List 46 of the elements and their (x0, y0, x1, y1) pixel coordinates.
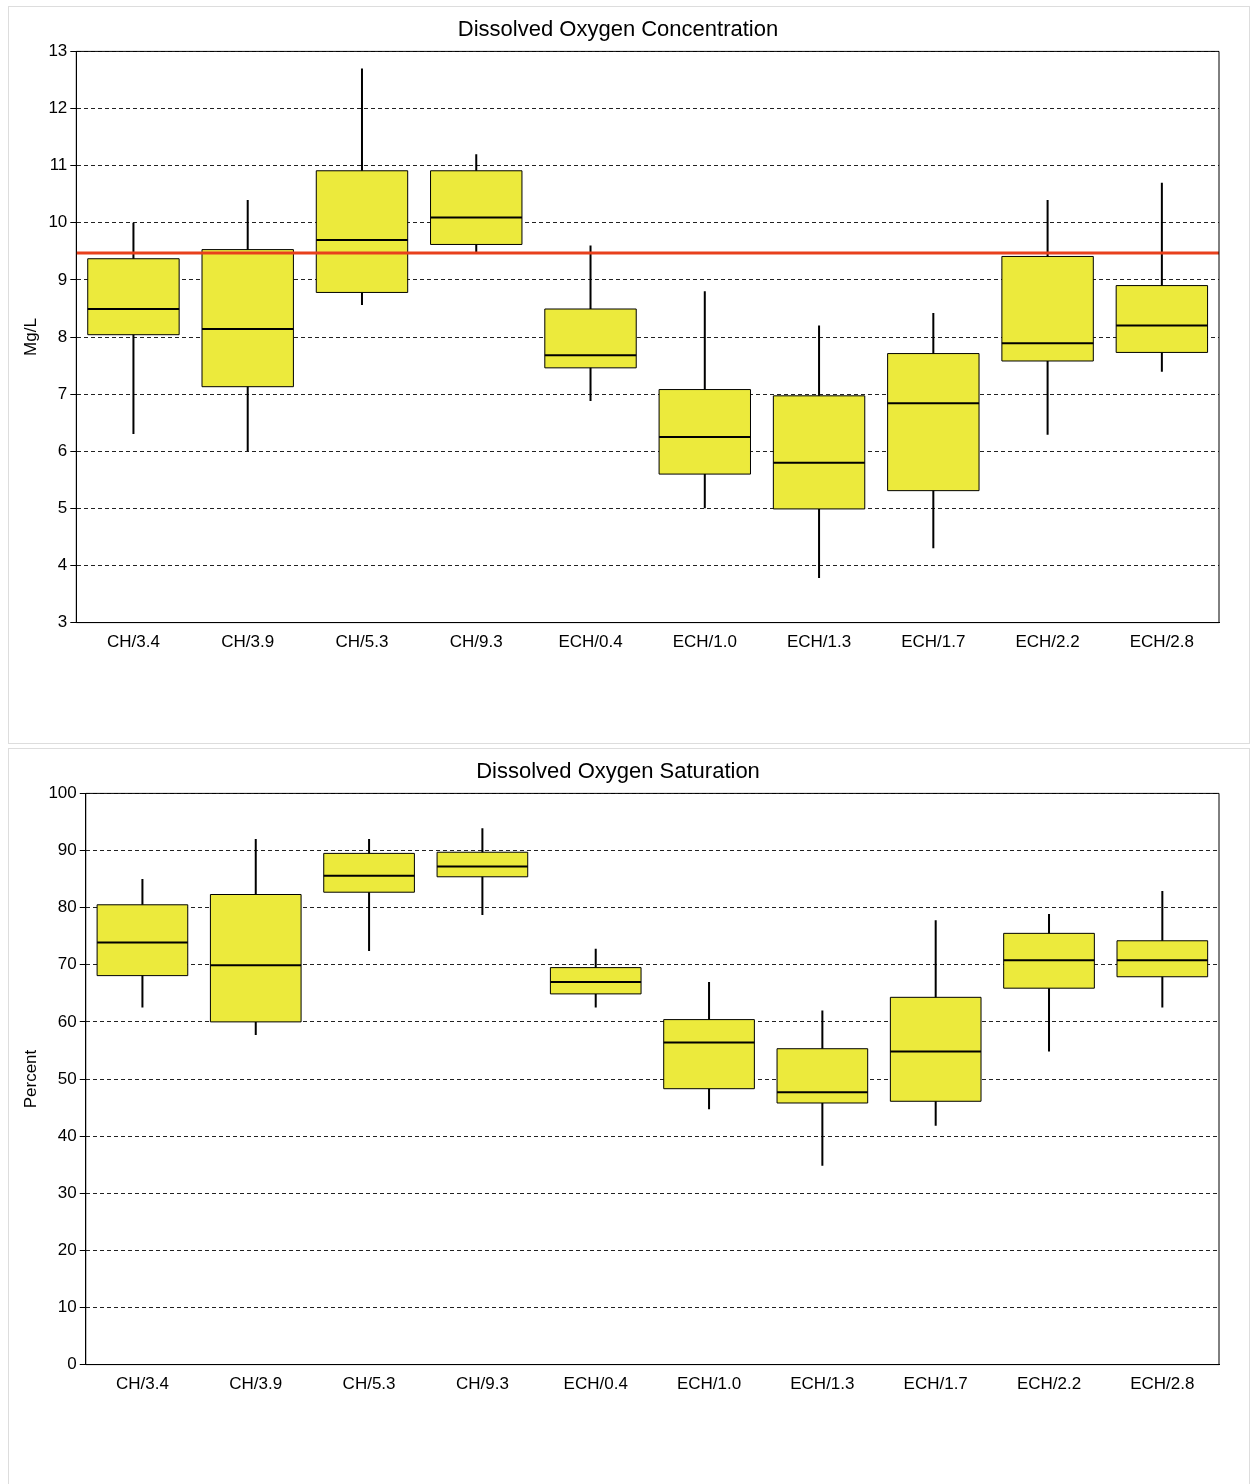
x-tick-label: CH/9.3 (449, 632, 503, 652)
x-tick-label: ECH/1.3 (786, 632, 852, 652)
x-tick-label: CH/3.4 (115, 1374, 169, 1394)
x-tick-label: ECH/2.2 (1016, 1374, 1082, 1394)
x-tick-label: ECH/2.8 (1130, 1374, 1195, 1394)
x-tick-label: ECH/1.0 (676, 1374, 742, 1394)
y-tick-label: 12 (48, 98, 68, 118)
x-tick-label: CH/5.3 (342, 1374, 396, 1394)
y-tick-label: 40 (57, 1125, 77, 1145)
y-tick-label: 30 (57, 1182, 77, 1202)
y-tick-label: 100 (48, 783, 77, 803)
y-tick-label: 3 (57, 612, 68, 632)
y-tick-label: 10 (57, 1297, 77, 1317)
y-tick-label: 90 (57, 840, 77, 860)
y-tick-label: 11 (49, 155, 68, 175)
x-tick-label: CH/3.9 (229, 1374, 283, 1394)
y-tick-label: 20 (57, 1240, 77, 1260)
x-tick-label: CH/3.9 (221, 632, 275, 652)
y-tick-label: 6 (57, 440, 68, 460)
x-tick-label: ECH/2.8 (1129, 632, 1194, 652)
y-tick-label: 70 (57, 954, 77, 974)
x-tick-label: ECH/1.0 (672, 632, 737, 652)
y-tick-label: 5 (57, 498, 68, 518)
x-tick-label: ECH/0.4 (558, 632, 623, 652)
y-tick-label: 0 (67, 1354, 77, 1374)
x-tick-label: ECH/1.7 (901, 632, 966, 652)
y-tick-label: 9 (57, 269, 68, 289)
x-tick-label: CH/5.3 (335, 632, 389, 652)
x-tick-label: CH/3.4 (106, 632, 160, 652)
y-tick-label: 8 (57, 326, 68, 346)
y-tick-label: 50 (57, 1068, 77, 1088)
x-tick-label: ECH/2.2 (1015, 632, 1080, 652)
y-axis-title: Percent (20, 1049, 40, 1109)
y-tick-label: 80 (57, 897, 77, 917)
y-tick-label: 13 (48, 41, 68, 61)
x-tick-label: ECH/0.4 (563, 1374, 628, 1394)
y-tick-label: 4 (57, 555, 68, 575)
y-tick-label: 7 (57, 383, 68, 403)
y-axis-title: Mg/L (20, 318, 40, 356)
chart-title: Dissolved Oxygen Saturation (476, 758, 760, 784)
x-tick-label: ECH/1.3 (790, 1374, 855, 1394)
chart-title: Dissolved Oxygen Concentration (457, 16, 779, 42)
y-tick-label: 60 (57, 1011, 77, 1031)
x-tick-label: CH/9.3 (455, 1374, 509, 1394)
y-tick-label: 10 (48, 212, 68, 232)
x-tick-label: ECH/1.7 (903, 1374, 968, 1394)
